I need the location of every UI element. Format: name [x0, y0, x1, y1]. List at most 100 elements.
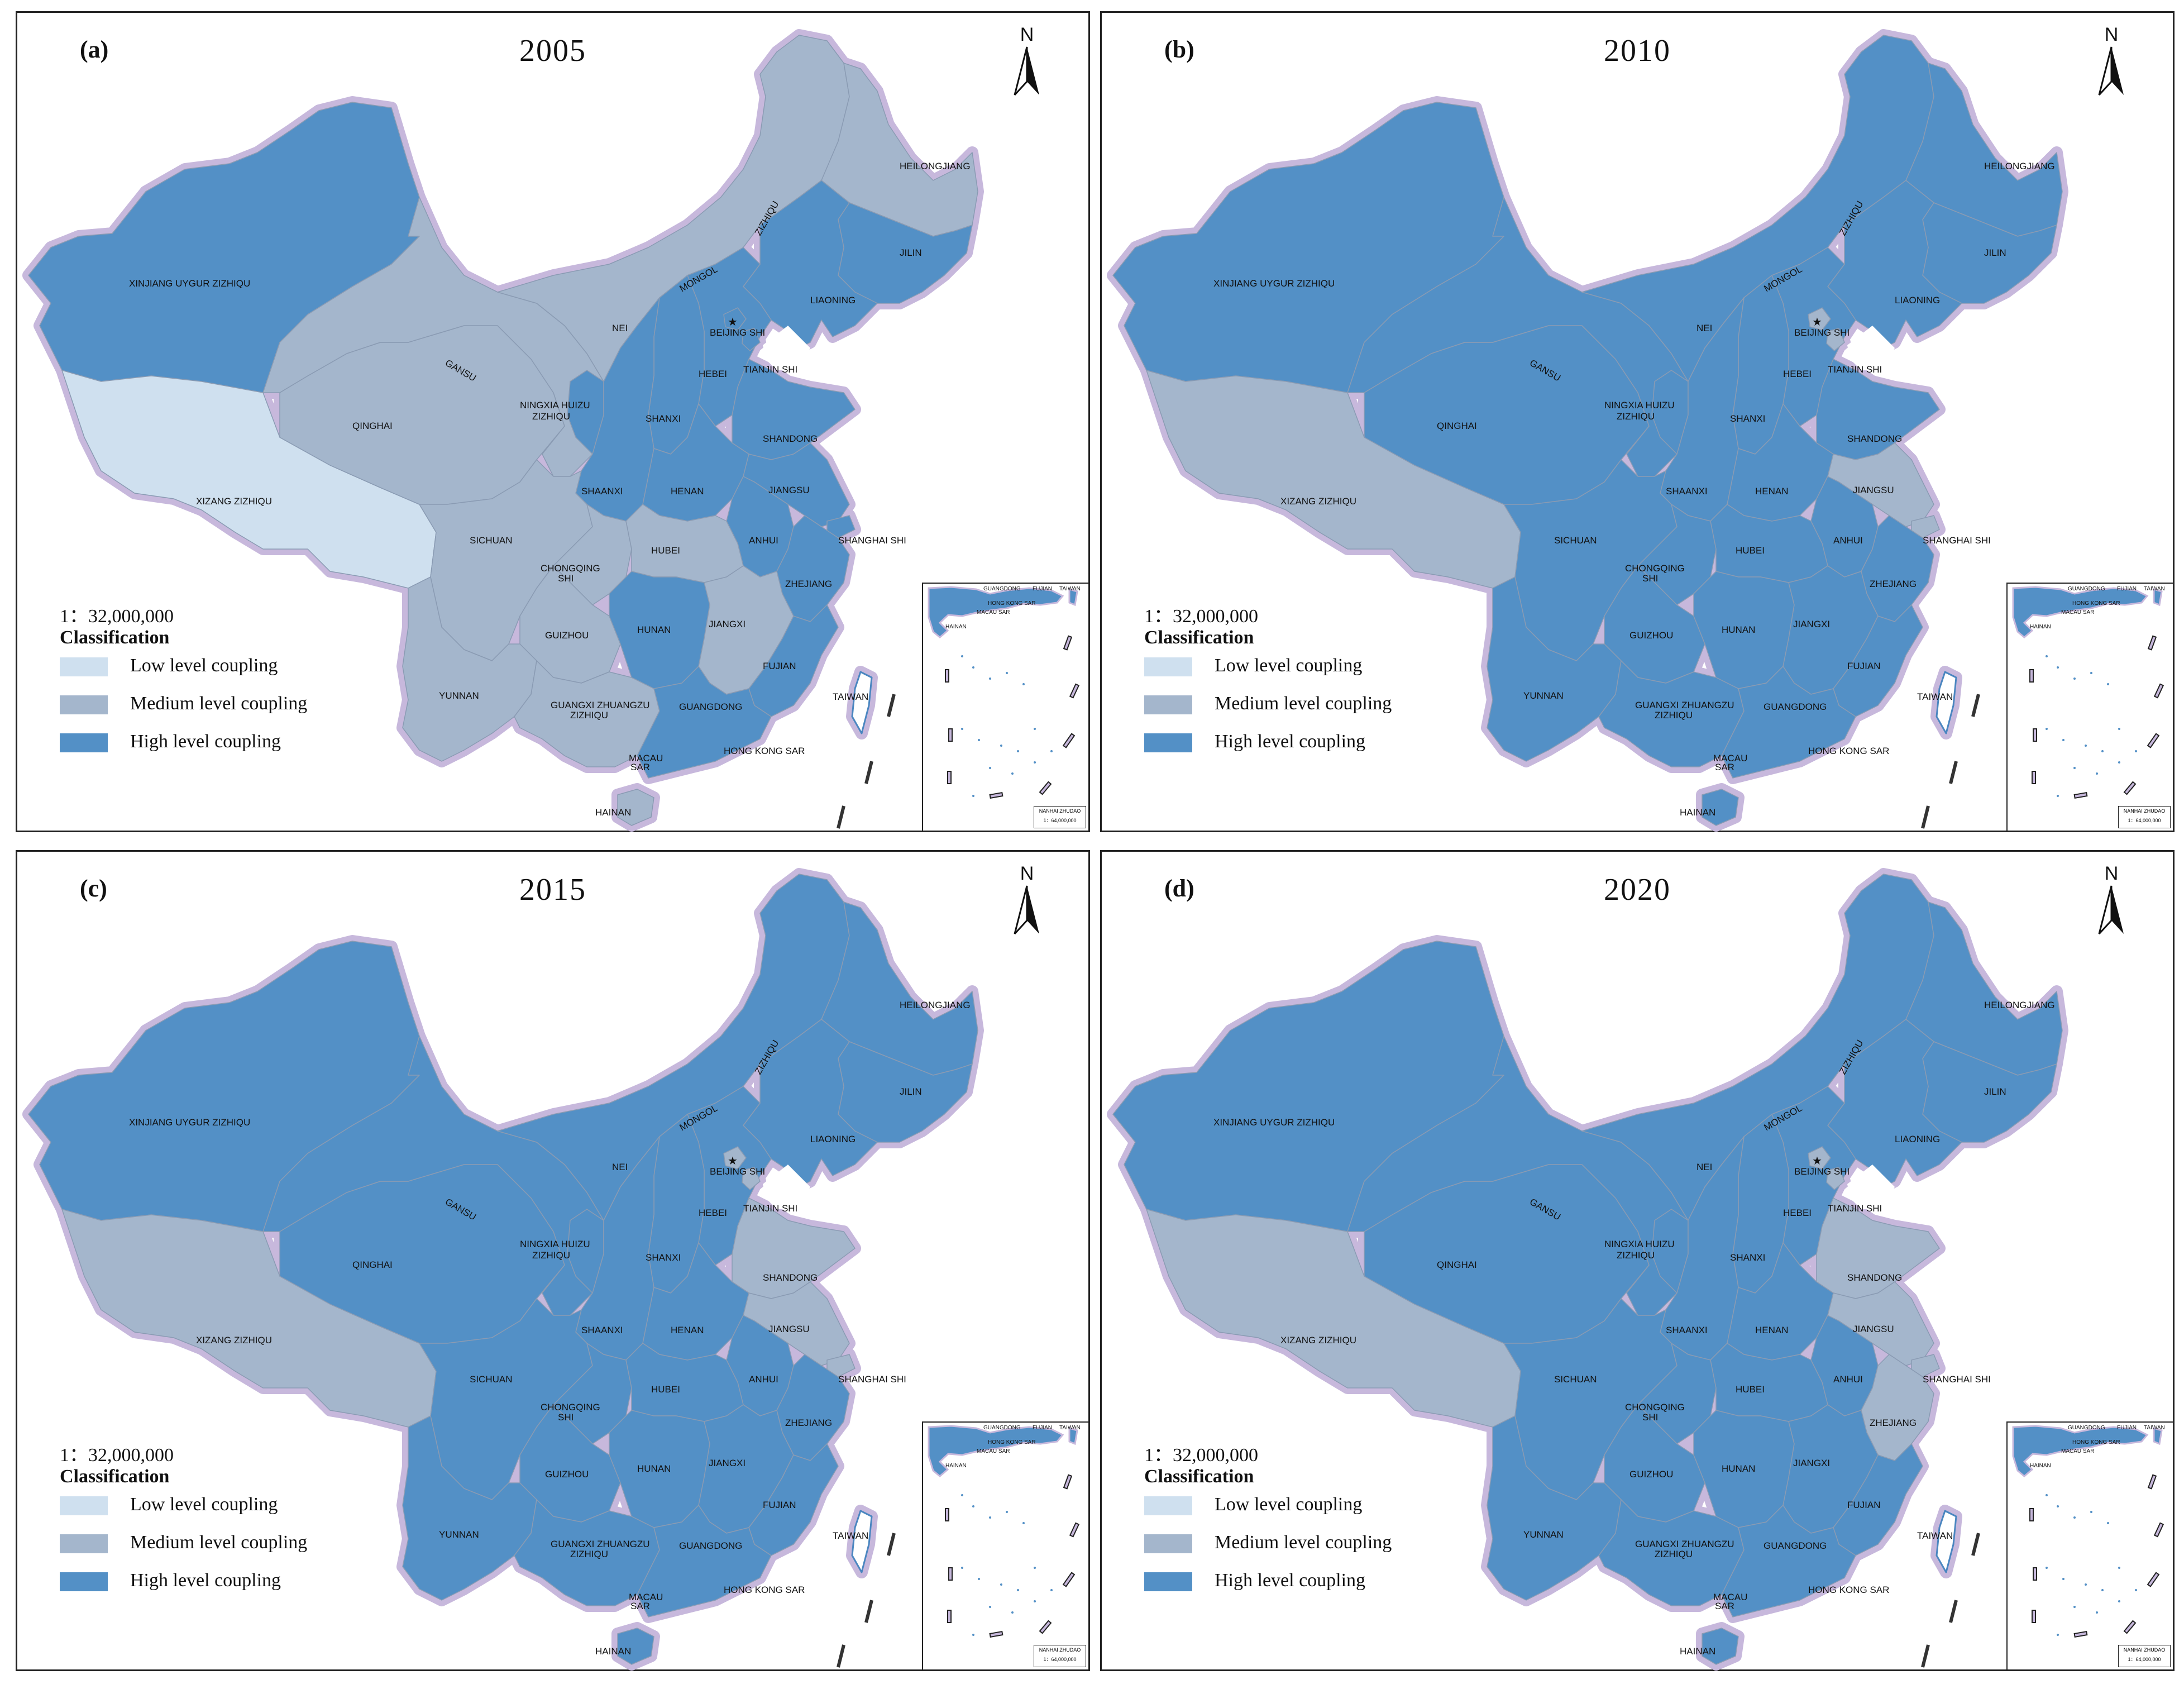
province-label-jiangxi: JIANGXI [1793, 619, 1830, 629]
inset-map [2012, 1425, 2164, 1638]
province-label-macau2: SAR [630, 762, 650, 772]
capital-star-icon: ★ [728, 316, 738, 328]
south-china-sea-inset: GUANGDONG FUJIAN TAIWAN HONG KONG SAR MA… [2006, 1421, 2174, 1671]
inset-caption-scale: 1：64,000,000 [2128, 818, 2161, 823]
island-dot [1050, 750, 1053, 752]
province-label-guangxi1: GUANGXI ZHUANGZU [1635, 1539, 1734, 1549]
province-label-hunan: HUNAN [637, 624, 671, 635]
island-dot [2118, 728, 2120, 730]
bohai-sea [1847, 1165, 1895, 1209]
province-label-guangxi2: ZIZHIQU [1655, 1549, 1693, 1559]
island-dot [1006, 1511, 1008, 1513]
province-label-sichuan: SICHUAN [470, 1374, 513, 1385]
province-label-xinjiang: XINJIANG UYGUR ZIZHIQU [129, 1117, 250, 1128]
legend-item-high: High level coupling [60, 1570, 281, 1592]
legend-item-medium: Medium level coupling [1144, 693, 1392, 715]
legend-swatch-medium [60, 695, 108, 715]
province-label-hubei: HUBEI [651, 545, 680, 556]
province-label-shandong: SHANDONG [1847, 1272, 1902, 1283]
island-dot [2057, 795, 2059, 797]
province-label-hebei: HEBEI [1783, 1208, 1812, 1218]
island-dot [961, 655, 963, 657]
province-label-sichuan: SICHUAN [1554, 1374, 1597, 1385]
province-hainan [1702, 789, 1739, 826]
legend-item-medium: Medium level coupling [1144, 1532, 1392, 1554]
island-dot [1034, 728, 1036, 730]
maritime-boundary-dash [1921, 805, 1930, 829]
legend-item-high: High level coupling [1144, 1570, 1366, 1592]
legend-label-high: High level coupling [1215, 1570, 1366, 1591]
province-labels: XINJIANG UYGUR ZIZHIQU XIZANG ZIZHIQU QING… [129, 1000, 971, 1657]
legend-swatch-high [1144, 1572, 1192, 1592]
inset-caption-title: NANHAI ZHUDAO [1039, 808, 1081, 814]
island-dot [989, 677, 991, 680]
province-label-hainan: HAINAN [1680, 1646, 1715, 1657]
legend-item-low: Low level coupling [1144, 1494, 1362, 1516]
province-taiwan [1936, 1510, 1957, 1573]
province-label-xizang: XIZANG ZIZHIQU [1280, 1335, 1356, 1346]
province-guangdong [1721, 666, 1856, 779]
province-label-chongqing2: SHI [1642, 573, 1658, 584]
province-label-hubei: HUBEI [1736, 1384, 1765, 1395]
island-dot [1034, 1567, 1036, 1569]
province-label-fujian: FUJIAN [763, 1500, 796, 1510]
island-dot [972, 1634, 974, 1636]
province-label-xinjiang: XINJIANG UYGUR ZIZHIQU [1213, 1117, 1335, 1128]
south-china-sea-inset: GUANGDONG FUJIAN TAIWAN HONG KONG SAR MA… [2006, 583, 2174, 832]
province-beijing [723, 1146, 747, 1170]
province-label-nei: NEI [612, 323, 628, 333]
inset-label-hainan: HAINAN [945, 1463, 967, 1469]
legend-label-low: Low level coupling [130, 655, 278, 676]
legend-title: Classification [1144, 1466, 1254, 1487]
province-label-liaoning: LIAONING [1895, 1134, 1940, 1144]
province-label-guangdong: GUANGDONG [1764, 1540, 1827, 1551]
province-label-yunnan: YUNNAN [1523, 1529, 1564, 1540]
legend-item-high: High level coupling [1144, 731, 1365, 753]
legend-label-medium: Medium level coupling [130, 1532, 308, 1553]
province-label-liaoning: LIAONING [810, 1134, 856, 1144]
province-guangdong [637, 1505, 772, 1618]
north-arrow: N [2089, 863, 2134, 941]
inset-label-hainan: HAINAN [945, 624, 967, 630]
panel-year-title: 2005 [519, 34, 586, 68]
province-label-anhui: ANHUI [1833, 535, 1863, 546]
island-dot [972, 666, 974, 669]
inset-caption-title: NANHAI ZHUDAO [2123, 1647, 2166, 1653]
maritime-boundary-dash [1971, 1533, 1980, 1556]
inset-label-fujian: FUJIAN [1033, 586, 1052, 592]
province-yunnan [402, 1415, 537, 1601]
inset-map [928, 586, 1080, 799]
island-dot [978, 739, 980, 741]
province-label-nei: NEI [1696, 323, 1712, 333]
province-label-chongqing1: CHONGQING [541, 563, 600, 574]
legend-title: Classification [60, 627, 170, 648]
island-dot [2085, 745, 2087, 747]
legend-swatch-high [1144, 733, 1192, 753]
inset-label-taiwan: TAIWAN [2144, 586, 2165, 592]
province-label-qinghai: QINGHAI [1437, 421, 1477, 431]
island-dot [2107, 683, 2109, 685]
island-dot [1050, 1589, 1053, 1591]
province-label-henan: HENAN [671, 1325, 704, 1335]
island-dot [2096, 772, 2098, 775]
province-hainan [1702, 1628, 1739, 1665]
island-dot [2073, 677, 2076, 680]
inset-label-fujian: FUJIAN [1033, 1425, 1052, 1431]
inset-label-fujian: FUJIAN [2117, 1425, 2137, 1431]
province-label-hubei: HUBEI [651, 1384, 680, 1395]
province-label-tianjin: TIANJIN SHI [743, 364, 797, 375]
inset-label-guangdong: GUANGDONG [983, 1425, 1021, 1431]
province-label-hainan: HAINAN [1680, 807, 1715, 818]
province-label-chongqing2: SHI [1642, 1412, 1658, 1423]
province-label-qinghai: QINGHAI [1437, 1259, 1477, 1270]
province-tianjin [742, 1167, 761, 1190]
panel-label: (d) [1164, 875, 1194, 902]
province-label-hainan: HAINAN [595, 807, 631, 818]
province-label-ningxia2: ZIZHIQU [532, 411, 570, 422]
panel-year-title: 2015 [519, 872, 586, 907]
island-dot [2101, 750, 2104, 752]
island-dot [961, 1567, 963, 1569]
province-polygons [28, 874, 978, 1665]
map-scale: 1：32,000,000 [1144, 1445, 1258, 1466]
island-dot [2046, 1494, 2048, 1496]
